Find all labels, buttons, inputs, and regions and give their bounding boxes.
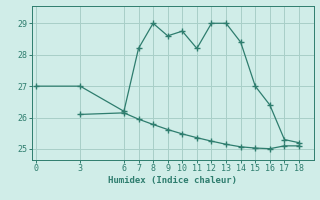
X-axis label: Humidex (Indice chaleur): Humidex (Indice chaleur) [108, 176, 237, 185]
